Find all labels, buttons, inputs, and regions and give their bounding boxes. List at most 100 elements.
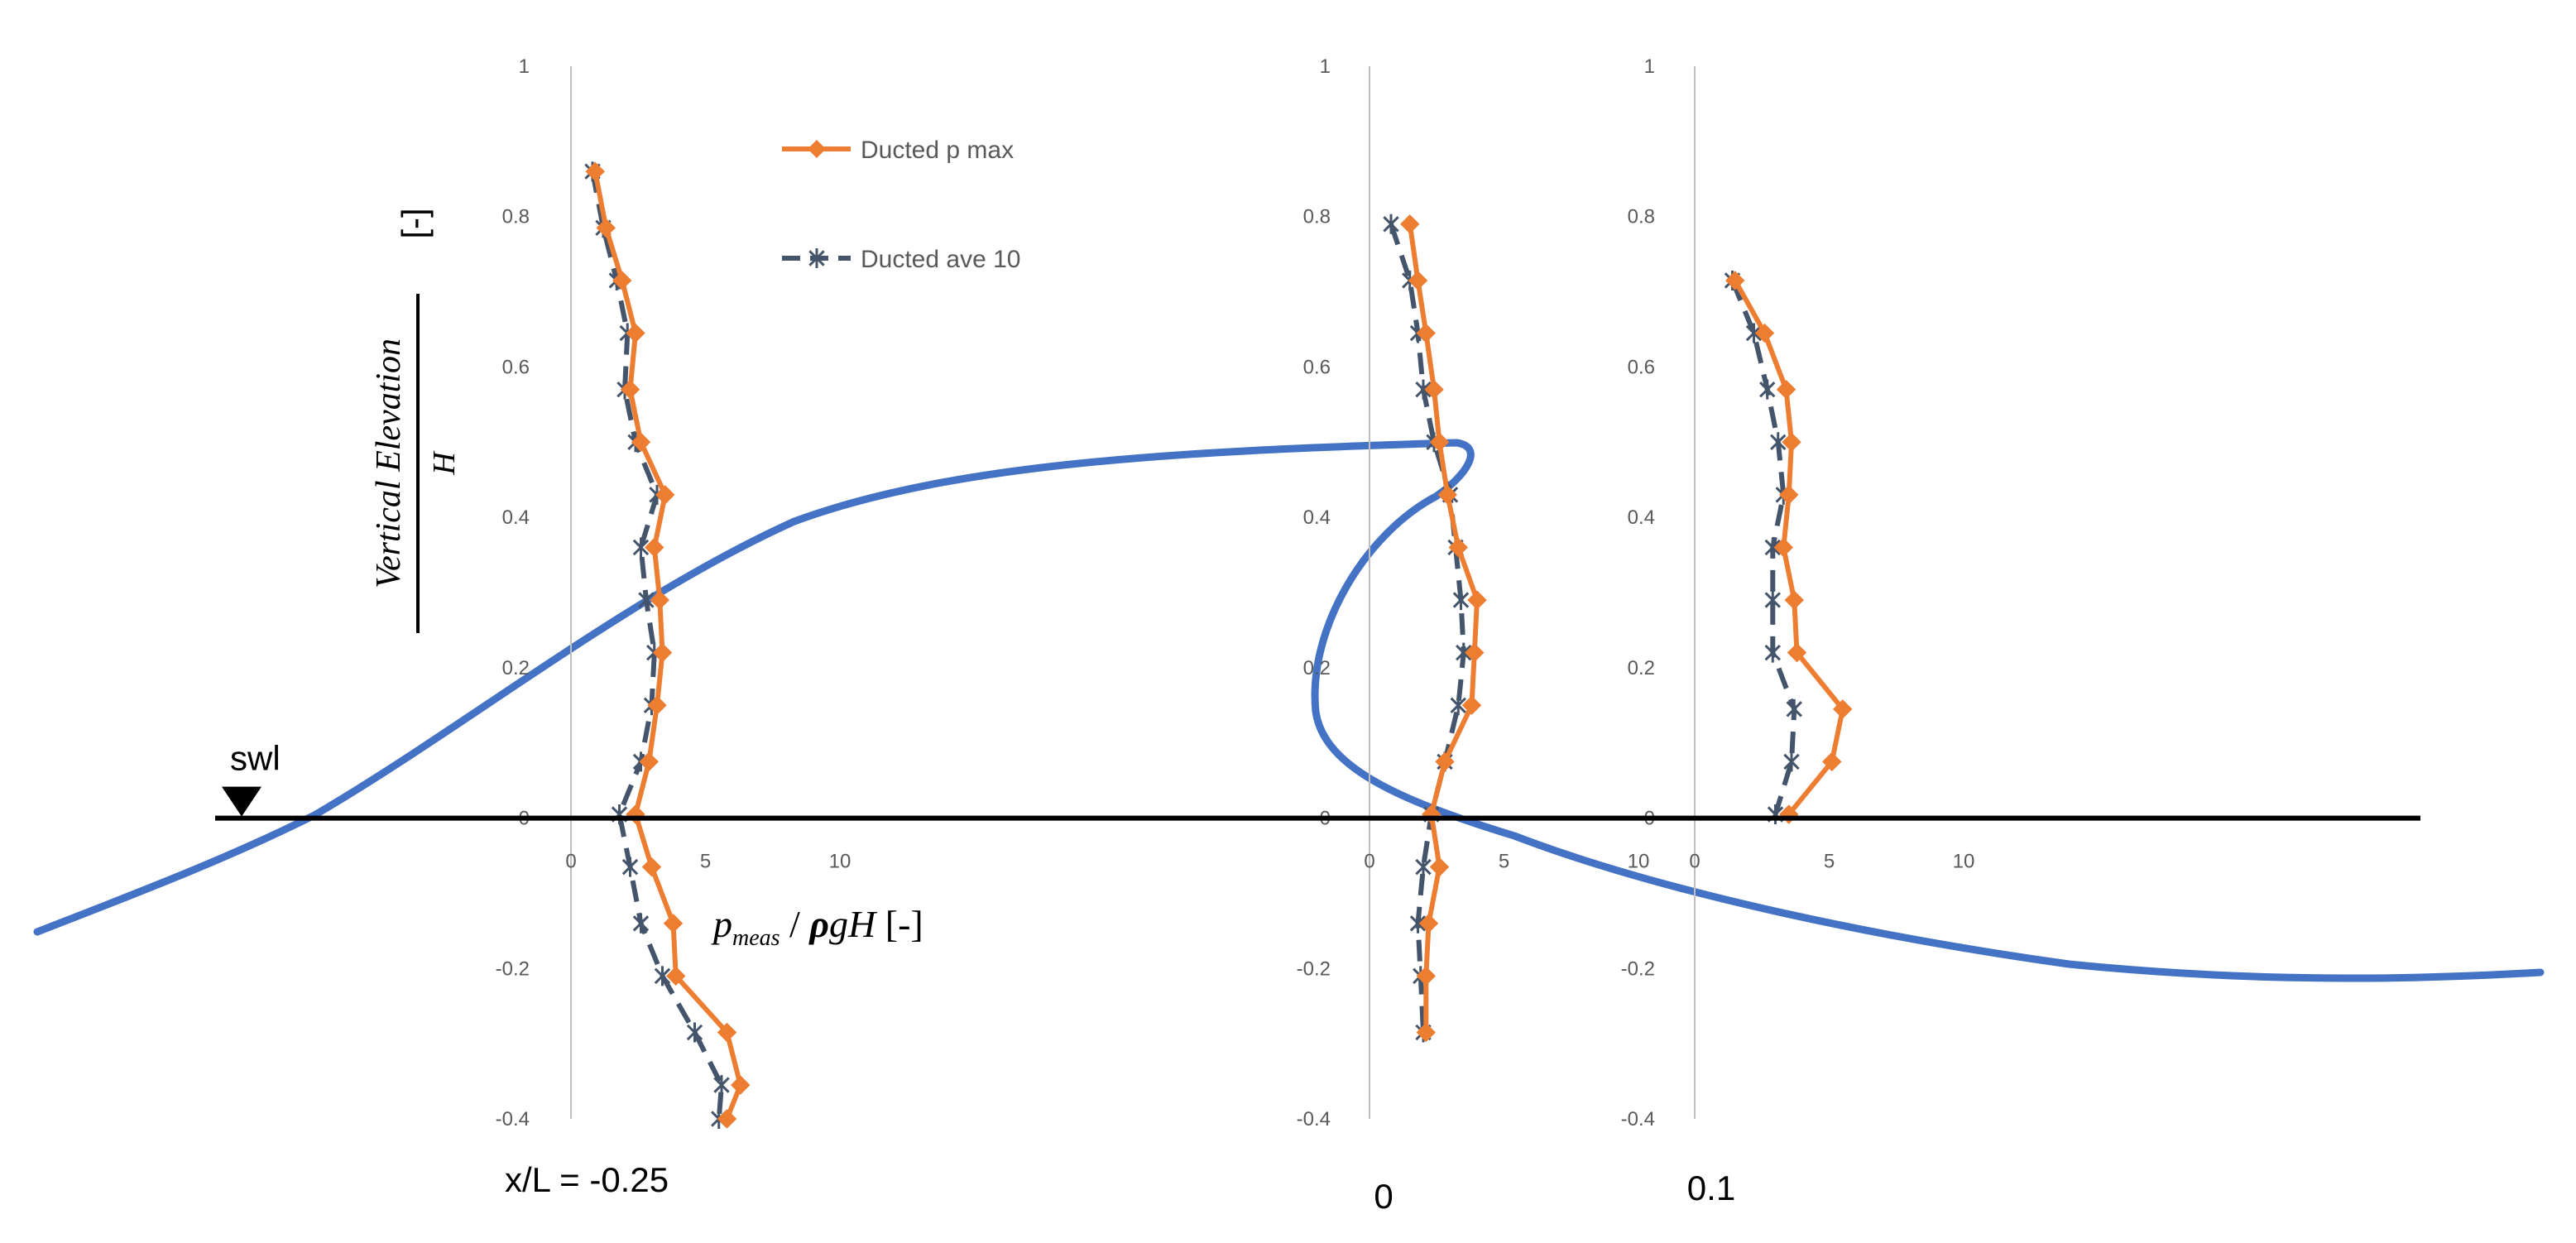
axis-labels: Vertical Elevation H[-] pmeas / ρgH [-] [370,208,923,951]
panel-2-x-tick-label: 5 [1824,851,1835,873]
panel-0-series-ave-line [590,170,724,1120]
panel-2-pmax-point [1776,379,1796,400]
panel-0-x-tick-label: 5 [700,851,711,873]
panel-2-pmax-point [1754,323,1775,343]
panel-1-ave-point [1409,913,1427,933]
panel-1-pmax-point [1461,695,1482,715]
panel-1-series-pmax-line [1407,223,1480,1033]
wave-profile-layer [33,439,2545,982]
panel-2-pmax-point [1782,432,1801,452]
panel-0-ave-point [638,590,655,611]
swl-layer: swl [215,739,2420,821]
panel-1-y-tick-label: 1 [1320,55,1331,78]
panel-2-y-tick-label: -0.2 [1621,957,1655,980]
panel-0-pmax-point [639,751,659,772]
panel-1-ave-point [1415,857,1432,877]
panel-0-y-tick-label: 1 [519,55,530,78]
panel-2-pmax-point [1779,804,1799,824]
panel-0-ave-point [632,913,650,933]
panel-1-pmax-point [1448,537,1468,558]
panel-0-pmax-point [650,590,669,610]
panel-2-y-tick-label: 1 [1644,55,1655,78]
legend-swatch-marker-ave [808,248,825,268]
panel-0-ave-point [621,857,639,877]
panel-1-y-tick-label: 0.2 [1303,657,1331,679]
panel-1-ave-point [1456,642,1472,663]
panel-0-pmax-point [655,485,675,505]
y-axis-label-numerator: Vertical Elevation [370,338,408,588]
panel-0-pmax-point [717,1022,737,1043]
x-axis-label-gh: gH [829,903,878,945]
panel-2-ave-point [1783,751,1800,772]
y-axis-label-unit: [-] [395,208,434,238]
panel-1-y-tick-label: 0.4 [1303,506,1331,529]
panel-0-pmax-point [731,1075,751,1095]
panel-1-x-tick-label: 5 [1499,851,1509,873]
panel-1-pmax-point [1424,379,1444,400]
panel-0-pmax-point [631,432,651,452]
panel-1-pmax-point [1467,590,1487,610]
panel-1-pmax-point [1408,271,1428,290]
panel-1-pmax-point [1422,804,1442,824]
panel-1-x-tick-label: 10 [1628,851,1650,873]
x-axis-label-subscript: meas [732,925,780,951]
panel-0-ave-point [713,1075,730,1096]
legend-entry-pmax: Ducted p max [861,137,1014,164]
panel-1-pmax-point [1400,214,1420,234]
panels-layer: 1 0.8 0.6 0.4 0.2 0 -0.2 -0.4 0 5 10 x/L = -0.25 1 0.… [496,55,1975,1216]
panel-2-x-tick-label: 0 [1689,851,1700,873]
panel-2-y-tick-label: 0.4 [1628,506,1655,529]
swl-label: swl [230,739,281,778]
panel-0-location-label: x/L = -0.25 [505,1160,669,1199]
panel-0-pmax-point [585,161,605,181]
panel-1-x-tick-label: 0 [1364,851,1374,873]
y-axis-label: Vertical Elevation H [-] [370,208,462,633]
panel-0-pmax-point [666,966,686,986]
panel-0-y-tick-label: 0.2 [502,657,530,679]
panel-1-ave-point [1415,379,1432,400]
panel-1-pmax-point [1429,432,1450,452]
legend-swatch-marker-pmax [808,140,826,158]
panel-0-ave-point [654,966,671,986]
panel-0-pmax-point [652,642,673,663]
panel-2-pmax-point [1787,642,1807,663]
panel-0-pmax-point [647,695,667,715]
panel-2-y-tick-label: 0.8 [1628,206,1655,228]
panel-2-ave-point [1764,537,1781,558]
x-axis-label-unit: [-] [875,903,923,945]
panel-0-pmax-point [717,1109,737,1129]
panel-1-ave-point [1383,214,1399,234]
panel-1-ave-point [1450,695,1466,716]
panel-0-ave-point [611,804,628,825]
panel-1-series-ave-line [1389,223,1466,1033]
x-axis-label: pmeas / ρgH [-] [711,903,923,951]
panel-0-pmax-point [596,218,616,238]
x-axis-label-p: p [711,903,732,945]
panel-2-ave-point [1764,590,1781,611]
panel-2-pmax-point [1822,751,1842,772]
panel-0-pmax-point [626,323,645,343]
panel-2-x-tick-label: 10 [1953,851,1975,873]
panel-0-pmax-point [645,537,664,558]
legend: Ducted p max Ducted ave 10 [782,137,1020,273]
panel-1-pmax-point [1429,857,1450,877]
panel-2-location-label: 0.1 [1687,1169,1735,1207]
panel-0-pmax-point [626,804,645,824]
panel-2-ave-point [1764,642,1781,663]
panel-2-pmax-point [1779,485,1799,505]
panel-1-pmax-point [1418,914,1439,933]
legend-entry-ave: Ducted ave 10 [861,246,1020,273]
panel-2-y-tick-label: 0.2 [1628,657,1655,679]
panel-2-pmax-point [1833,699,1853,719]
x-axis-label-rho: ρ [808,903,829,945]
panel-1-pmax-point [1465,642,1485,663]
panel-1-pmax-point [1416,966,1436,986]
panel-1-pmax-point [1437,485,1457,505]
panel-1-y-tick-label: 0.6 [1303,356,1331,378]
panel-0-pmax-point [663,914,684,933]
panel-0-y-tick-label: -0.4 [496,1108,530,1130]
